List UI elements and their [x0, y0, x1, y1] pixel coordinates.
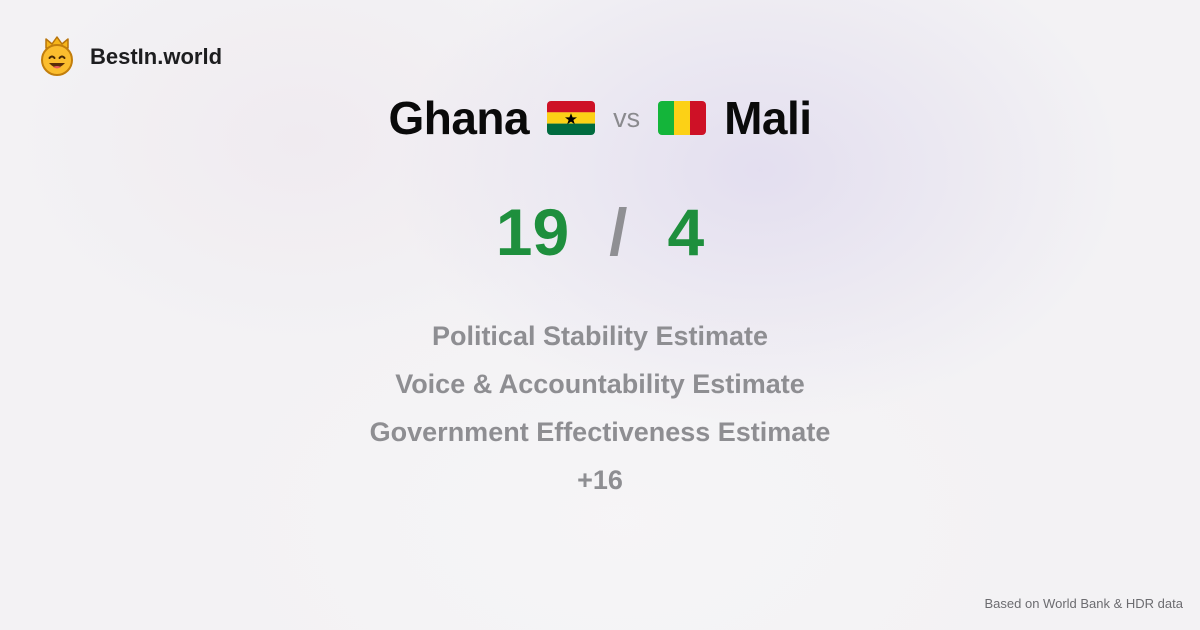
brand-name: BestIn.world: [90, 44, 223, 69]
more-metrics-count: +16: [577, 465, 623, 495]
score-separator: /: [609, 195, 628, 269]
score-display: 19 / 4: [0, 192, 1200, 272]
ghana-flag-icon: [547, 101, 596, 135]
metric-item: Political Stability Estimate: [431, 321, 769, 351]
left-country-name: Ghana: [388, 92, 530, 144]
brand-logo[interactable]: BestIn.world: [38, 34, 223, 81]
left-score: 19: [495, 195, 570, 269]
crown-smiley-icon: [38, 34, 76, 81]
comparison-title: Ghana vs Mali: [0, 88, 1200, 148]
vs-label: vs: [613, 102, 641, 133]
right-country-name: Mali: [724, 92, 812, 144]
metric-item: Voice & Accountability Estimate: [395, 369, 805, 399]
data-source-note: Based on World Bank & HDR data: [984, 596, 1183, 611]
right-score: 4: [667, 195, 705, 269]
mali-flag-icon: [658, 101, 707, 135]
metrics-list: Political Stability Estimate Voice & Acc…: [0, 312, 1200, 504]
metric-item: Government Effectiveness Estimate: [369, 417, 831, 447]
